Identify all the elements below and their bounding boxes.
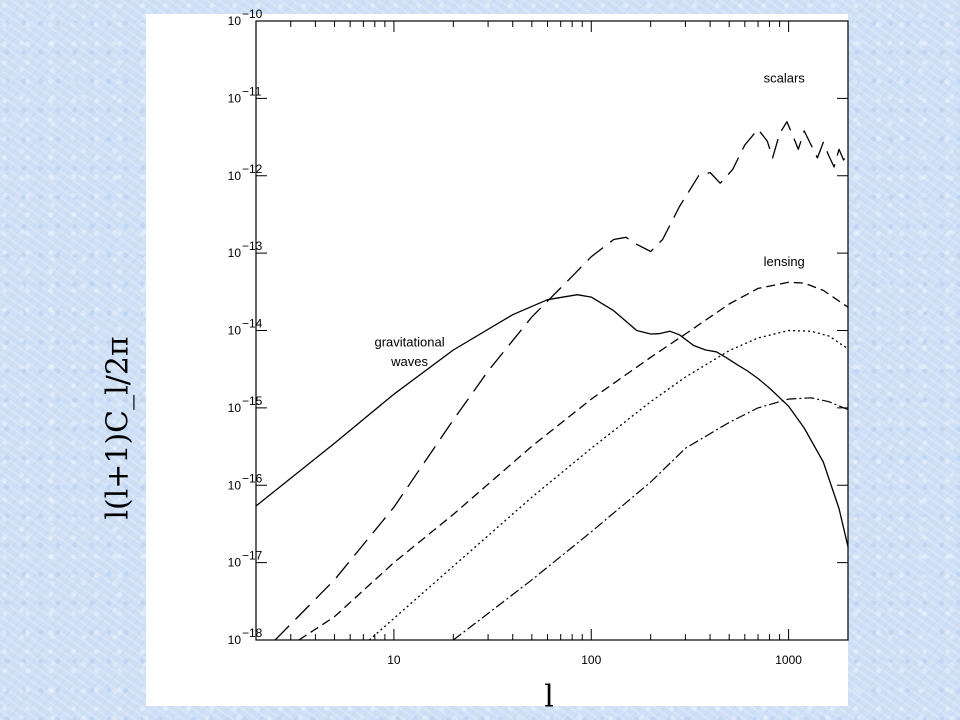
y-tick-label: 10 <box>228 556 242 570</box>
y-tick-label: 10 <box>228 91 242 105</box>
y-tick-label: 10 <box>228 633 242 647</box>
y-tick-label: 10 <box>228 169 242 183</box>
y-tick-exponent: −16 <box>242 471 263 485</box>
y-tick-exponent: −11 <box>242 84 262 98</box>
x-tick-label: 10 <box>387 653 401 667</box>
y-tick-exponent: −15 <box>242 394 263 408</box>
y-tick-label: 10 <box>228 478 242 492</box>
curves-layer <box>255 121 849 641</box>
y-tick-label: 10 <box>228 246 242 260</box>
curve-lensing-dashdot <box>452 397 849 641</box>
curve-gravitational-waves <box>255 294 849 547</box>
y-tick-exponent: −10 <box>242 7 263 21</box>
curve-scalars <box>274 121 849 641</box>
curve-label: gravitational <box>375 335 445 350</box>
curve-label: lensing <box>764 254 805 269</box>
y-tick-exponent: −14 <box>242 317 263 331</box>
x-axis-title: l <box>544 679 554 715</box>
x-tick-label: 100 <box>581 653 601 667</box>
curve-label: scalars <box>764 71 806 86</box>
y-tick-label: 10 <box>228 14 242 28</box>
curve-lensing <box>298 281 849 641</box>
curve-label: waves <box>390 354 428 369</box>
y-axis-title: l(l+1)C_l/2π <box>100 336 136 520</box>
plot-frame <box>255 20 849 641</box>
y-tick-exponent: −18 <box>242 626 263 640</box>
annotations-layer: scalars lensing gravitational waves <box>375 71 806 369</box>
y-tick-exponent: −17 <box>242 549 263 563</box>
y-tick-label: 10 <box>228 401 242 415</box>
x-tick-label: 1000 <box>775 653 802 667</box>
y-tick-exponent: −12 <box>242 162 263 176</box>
y-tick-exponent: −13 <box>242 239 263 253</box>
curve-lensing-dotted <box>368 329 849 641</box>
y-tick-label: 10 <box>228 324 242 338</box>
